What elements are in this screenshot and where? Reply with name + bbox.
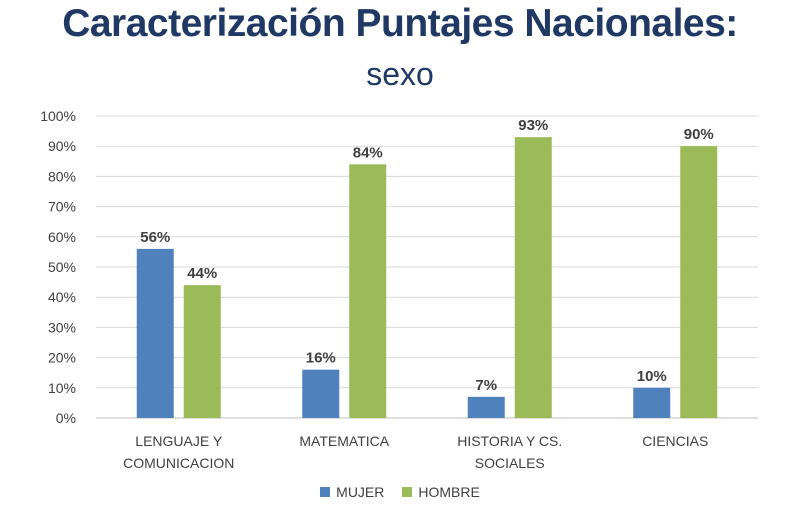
y-tick-label: 30% [48,319,76,335]
legend-label-hombre: HOMBRE [418,484,480,500]
bar-mujer [302,369,340,418]
chart-title: Caracterización Puntajes Nacionales: [62,2,738,45]
legend-swatch-hombre [402,487,413,497]
legend-swatch-mujer [320,487,331,497]
y-tick-label: 40% [48,289,76,305]
x-tick-label: SOCIALES [475,455,545,471]
data-label: 16% [306,350,336,367]
data-label: 10% [637,368,667,385]
y-tick-label: 0% [56,410,76,426]
x-tick-label: CIENCIAS [642,433,708,449]
y-tick-label: 20% [48,350,76,366]
bar-hombre [183,285,221,418]
legend-label-mujer: MUJER [336,484,385,500]
y-tick-label: 80% [48,168,76,184]
x-tick-label: LENGUAJE Y [135,433,223,449]
chart-subtitle: sexo [366,56,434,92]
bar-mujer [136,248,174,418]
data-label: 90% [684,126,714,143]
data-label: 93% [518,117,548,134]
y-tick-label: 50% [48,259,76,275]
legend-item-mujer: MUJER [320,484,384,500]
x-tick-label: HISTORIA Y CS. [457,433,562,449]
bar-mujer [467,396,505,418]
bar-mujer [633,387,671,418]
y-tick-label: 100% [40,108,76,124]
y-tick-label: 90% [48,138,76,154]
bar-hombre [680,146,718,418]
x-tick-label: MATEMATICA [299,433,389,449]
bar-hombre [349,164,387,418]
y-tick-label: 70% [48,199,76,215]
y-tick-label: 10% [48,380,76,396]
data-label: 56% [140,229,170,246]
data-label: 7% [475,377,497,394]
x-tick-label: COMUNICACION [123,455,234,471]
legend-item-hombre: HOMBRE [402,484,480,500]
y-tick-label: 60% [48,229,76,245]
chart-legend: MUJER HOMBRE [0,484,800,500]
data-label: 44% [187,265,217,282]
bar-hombre [514,137,552,418]
data-label: 84% [353,144,383,161]
